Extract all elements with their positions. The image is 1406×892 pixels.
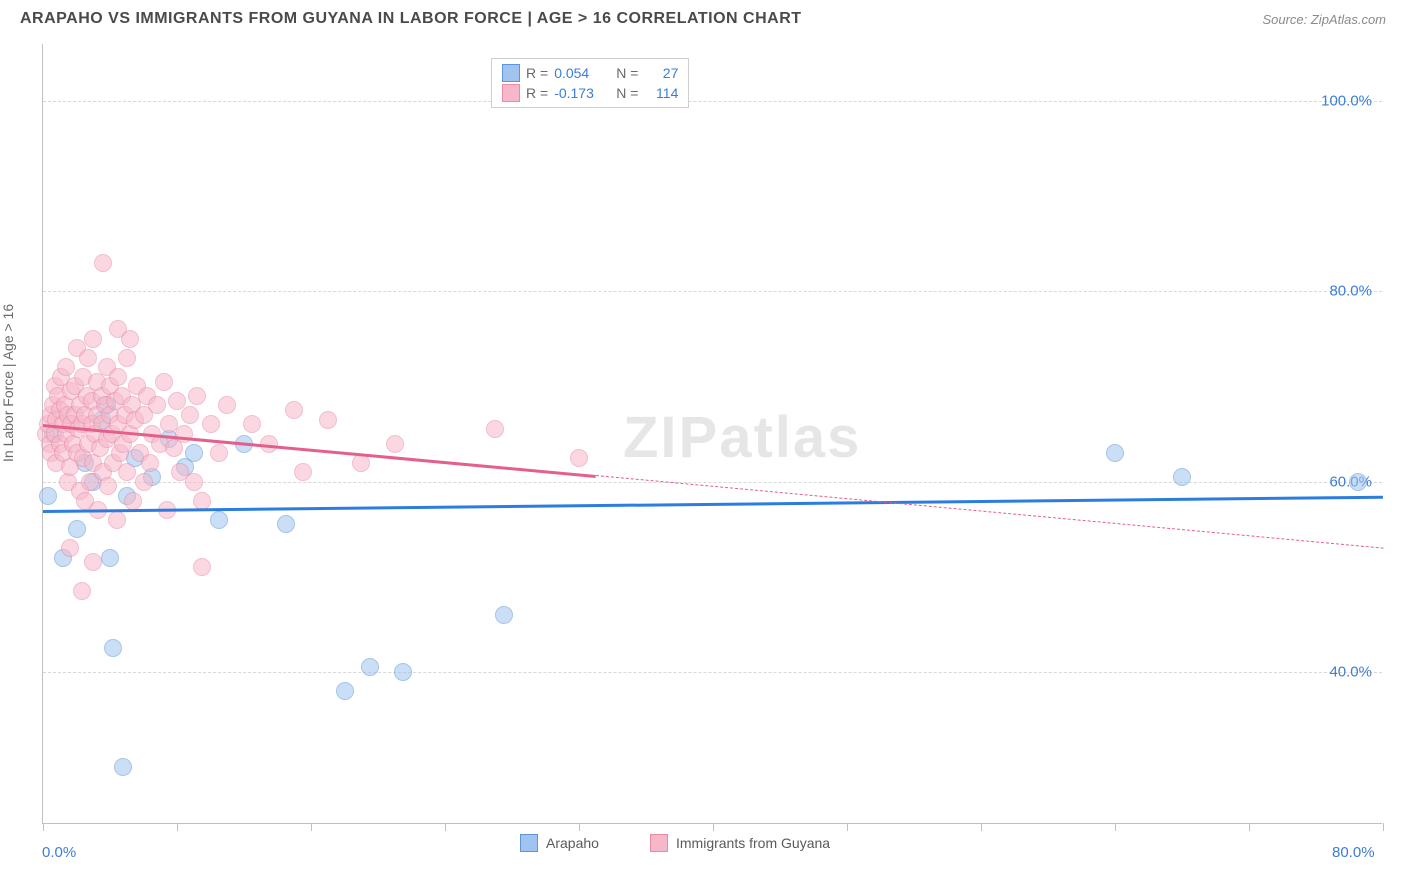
x-tick bbox=[1249, 823, 1250, 831]
scatter-point bbox=[361, 658, 379, 676]
stats-legend-box: R =0.054N =27R =-0.173N =114 bbox=[491, 58, 689, 108]
stat-n-value: 114 bbox=[644, 85, 678, 101]
stats-row: R =-0.173N =114 bbox=[502, 83, 678, 103]
scatter-point bbox=[104, 639, 122, 657]
trendline-extrapolated bbox=[596, 475, 1383, 549]
chart-title: ARAPAHO VS IMMIGRANTS FROM GUYANA IN LAB… bbox=[20, 10, 802, 28]
scatter-point bbox=[570, 449, 588, 467]
header: ARAPAHO VS IMMIGRANTS FROM GUYANA IN LAB… bbox=[0, 0, 1406, 34]
scatter-point bbox=[188, 387, 206, 405]
scatter-point bbox=[135, 473, 153, 491]
gridline-h bbox=[43, 672, 1382, 673]
scatter-point bbox=[486, 420, 504, 438]
gridline-h bbox=[43, 101, 1382, 102]
x-tick bbox=[981, 823, 982, 831]
x-tick bbox=[1115, 823, 1116, 831]
legend-label: Immigrants from Guyana bbox=[676, 835, 830, 851]
scatter-point bbox=[118, 349, 136, 367]
scatter-point bbox=[109, 368, 127, 386]
scatter-point bbox=[175, 425, 193, 443]
scatter-point bbox=[61, 539, 79, 557]
scatter-point bbox=[218, 396, 236, 414]
scatter-point bbox=[210, 444, 228, 462]
x-tick-label: 80.0% bbox=[1332, 844, 1375, 861]
scatter-point bbox=[168, 392, 186, 410]
legend-label: Arapaho bbox=[546, 835, 599, 851]
scatter-point bbox=[193, 492, 211, 510]
scatter-point bbox=[495, 606, 513, 624]
chart-wrapper: In Labor Force | Age > 16 ZIPatlas 40.0%… bbox=[0, 34, 1406, 890]
y-tick-label: 80.0% bbox=[1329, 283, 1372, 300]
x-tick bbox=[177, 823, 178, 831]
scatter-point bbox=[336, 682, 354, 700]
scatter-point bbox=[185, 444, 203, 462]
legend-swatch bbox=[520, 834, 538, 852]
scatter-point bbox=[101, 549, 119, 567]
scatter-point bbox=[193, 558, 211, 576]
scatter-point bbox=[84, 330, 102, 348]
scatter-point bbox=[1106, 444, 1124, 462]
scatter-point bbox=[94, 254, 112, 272]
scatter-point bbox=[277, 515, 295, 533]
scatter-point bbox=[73, 582, 91, 600]
scatter-point bbox=[243, 415, 261, 433]
scatter-point bbox=[181, 406, 199, 424]
y-tick-label: 100.0% bbox=[1321, 93, 1372, 110]
trendline bbox=[43, 496, 1383, 513]
scatter-point bbox=[148, 396, 166, 414]
scatter-point bbox=[294, 463, 312, 481]
scatter-point bbox=[319, 411, 337, 429]
scatter-point bbox=[285, 401, 303, 419]
scatter-point bbox=[1173, 468, 1191, 486]
scatter-point bbox=[185, 473, 203, 491]
scatter-point bbox=[121, 330, 139, 348]
legend-swatch bbox=[502, 84, 520, 102]
source-label: Source: ZipAtlas.com bbox=[1262, 12, 1386, 27]
x-tick bbox=[579, 823, 580, 831]
scatter-point bbox=[114, 758, 132, 776]
x-tick bbox=[847, 823, 848, 831]
stat-r-value: 0.054 bbox=[554, 65, 610, 81]
x-tick bbox=[445, 823, 446, 831]
scatter-point bbox=[68, 520, 86, 538]
stats-row: R =0.054N =27 bbox=[502, 63, 678, 83]
x-tick bbox=[43, 823, 44, 831]
scatter-point bbox=[394, 663, 412, 681]
plot-area: ZIPatlas 40.0%60.0%80.0%100.0%R =0.054N … bbox=[42, 44, 1382, 824]
stat-n-value: 27 bbox=[644, 65, 678, 81]
scatter-point bbox=[124, 492, 142, 510]
x-tick-label: 0.0% bbox=[42, 844, 76, 861]
legend-swatch bbox=[502, 64, 520, 82]
scatter-point bbox=[57, 358, 75, 376]
scatter-point bbox=[141, 454, 159, 472]
scatter-point bbox=[386, 435, 404, 453]
watermark: ZIPatlas bbox=[623, 404, 861, 471]
scatter-point bbox=[79, 349, 97, 367]
scatter-point bbox=[210, 511, 228, 529]
scatter-point bbox=[118, 463, 136, 481]
scatter-point bbox=[155, 373, 173, 391]
legend-swatch bbox=[650, 834, 668, 852]
legend-item: Arapaho bbox=[520, 834, 599, 852]
scatter-point bbox=[84, 553, 102, 571]
x-tick bbox=[1383, 823, 1384, 831]
y-tick-label: 40.0% bbox=[1329, 663, 1372, 680]
gridline-h bbox=[43, 291, 1382, 292]
scatter-point bbox=[39, 487, 57, 505]
scatter-point bbox=[1349, 473, 1367, 491]
scatter-point bbox=[202, 415, 220, 433]
x-tick bbox=[311, 823, 312, 831]
scatter-point bbox=[108, 511, 126, 529]
stat-r-value: -0.173 bbox=[554, 85, 610, 101]
y-axis-title: In Labor Force | Age > 16 bbox=[0, 304, 16, 462]
legend-item: Immigrants from Guyana bbox=[650, 834, 830, 852]
scatter-point bbox=[99, 477, 117, 495]
x-tick bbox=[713, 823, 714, 831]
